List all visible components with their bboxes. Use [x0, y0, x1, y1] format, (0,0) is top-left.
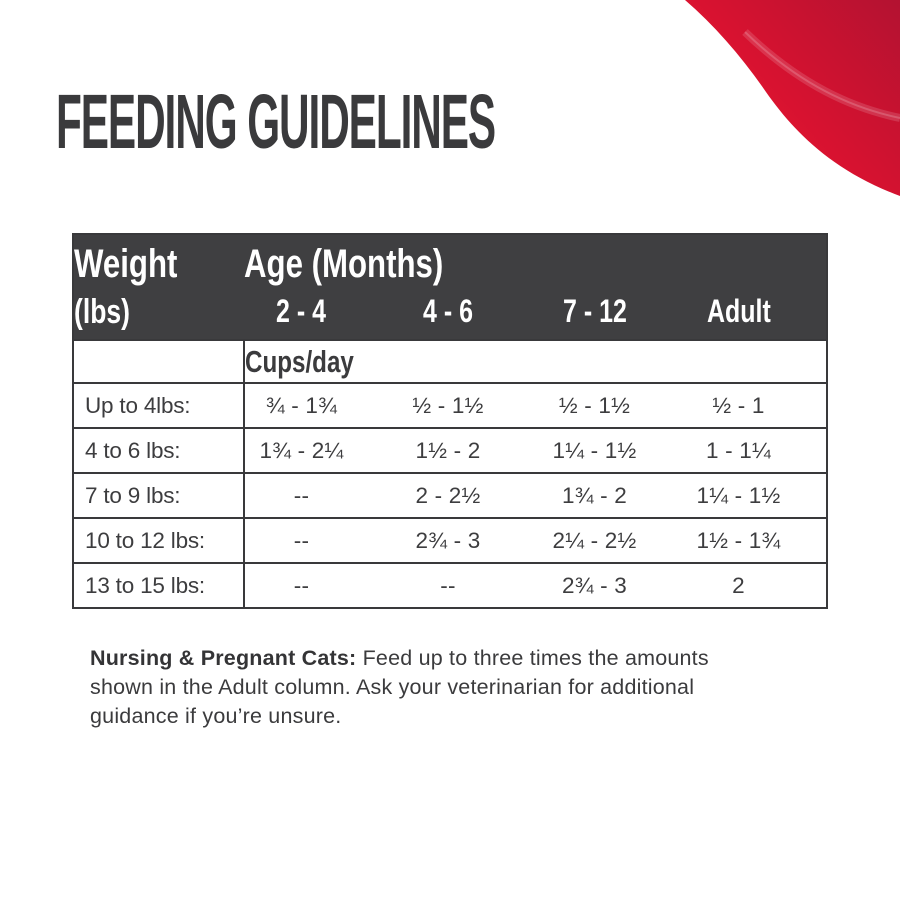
value-cell: 2¾ - 3 [358, 517, 538, 563]
table-header: Weight Age (Months) (lbs) 2 - 4 4 - 6 7 … [73, 234, 828, 340]
value-cell: 2¼ - 2½ [538, 517, 651, 563]
value-cell: ¾ - 1¾ [244, 382, 358, 428]
age-header-label: Age (Months) [244, 242, 444, 286]
header-row-2: (lbs) 2 - 4 4 - 6 7 - 12 Adult [73, 289, 828, 340]
table-row: 4 to 6 lbs: 1¾ - 2¼ 1½ - 2 1¼ - 1½ 1 - 1… [73, 427, 828, 473]
weight-header-cell: Weight [73, 234, 244, 289]
weight-cell: Up to 4lbs: [73, 382, 245, 428]
value-cell: 2¾ - 3 [538, 562, 651, 608]
value-cell: 2 - 2½ [358, 472, 538, 518]
value-cell: 1¾ - 2¼ [244, 427, 358, 473]
value-cell: 1½ - 2 [358, 427, 538, 473]
value-cell: -- [244, 517, 358, 563]
table-row: Up to 4lbs: ¾ - 1¾ ½ - 1½ ½ - 1½ ½ - 1 [73, 382, 828, 428]
value-cell: -- [244, 562, 358, 608]
page-title-text: FEEDING GUIDELINES [56, 79, 496, 165]
value-cell: 2 [651, 562, 828, 608]
value-cell: 1¼ - 1½ [538, 427, 651, 473]
table-body: Cups/day Up to 4lbs: ¾ - 1¾ ½ - 1½ ½ - 1… [73, 339, 828, 608]
value-cell: ½ - 1½ [358, 382, 538, 428]
weight-cell: 7 to 9 lbs: [73, 472, 245, 518]
value-cell: 1½ - 1¾ [651, 517, 828, 563]
age-col-7-12: 7 - 12 [538, 289, 651, 340]
units-cell: Cups/day [244, 339, 828, 383]
feeding-table: Weight Age (Months) (lbs) 2 - 4 4 - 6 7 … [72, 233, 829, 609]
units-row: Cups/day [73, 339, 828, 383]
weight-unit-cell: (lbs) [73, 289, 244, 340]
weight-cell: 10 to 12 lbs: [73, 517, 245, 563]
age-col-2-4: 2 - 4 [244, 289, 358, 340]
units-label: Cups/day [245, 343, 354, 379]
age-header-cell: Age (Months) [244, 234, 828, 289]
value-cell: ½ - 1½ [538, 382, 651, 428]
value-cell: 1 - 1¼ [651, 427, 828, 473]
note-line-2: shown in the Adult column. Ask your vete… [90, 675, 695, 699]
value-cell: ½ - 1 [651, 382, 828, 428]
value-cell: 1¼ - 1½ [651, 472, 828, 518]
value-cell: -- [244, 472, 358, 518]
units-row-empty-cell [73, 339, 245, 383]
weight-header-label: Weight [74, 242, 178, 286]
note-heading: Nursing & Pregnant Cats: [90, 646, 357, 670]
table-row: 10 to 12 lbs: -- 2¾ - 3 2¼ - 2½ 1½ - 1¾ [73, 517, 828, 563]
value-cell: -- [358, 562, 538, 608]
weight-cell: 13 to 15 lbs: [73, 562, 245, 608]
weight-cell: 4 to 6 lbs: [73, 427, 245, 473]
table-row: 13 to 15 lbs: -- -- 2¾ - 3 2 [73, 562, 828, 608]
page-title: FEEDING GUIDELINES [56, 84, 854, 161]
note-line-3: guidance if you’re unsure. [90, 704, 342, 728]
note-line-1: Feed up to three times the amounts [356, 646, 709, 670]
age-col-4-6: 4 - 6 [358, 289, 538, 340]
header-row-1: Weight Age (Months) [73, 234, 828, 289]
value-cell: 1¾ - 2 [538, 472, 651, 518]
table-row: 7 to 9 lbs: -- 2 - 2½ 1¾ - 2 1¼ - 1½ [73, 472, 828, 518]
nursing-pregnant-note: Nursing & Pregnant Cats: Feed up to thre… [90, 644, 835, 731]
weight-unit-label: (lbs) [74, 293, 130, 331]
age-col-adult: Adult [651, 289, 828, 340]
